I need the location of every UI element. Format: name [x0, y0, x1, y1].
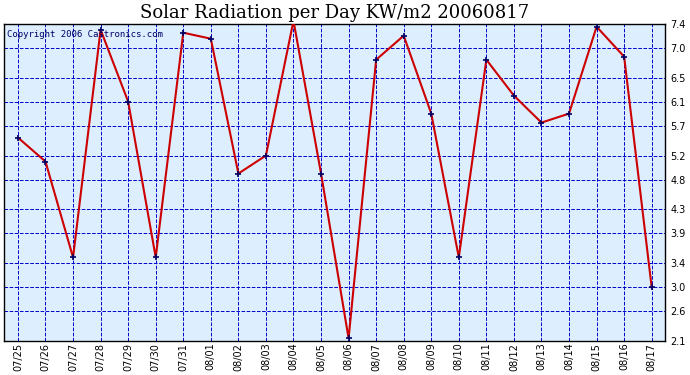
Title: Solar Radiation per Day KW/m2 20060817: Solar Radiation per Day KW/m2 20060817 — [140, 4, 529, 22]
Text: Copyright 2006 Castronics.com: Copyright 2006 Castronics.com — [8, 30, 164, 39]
